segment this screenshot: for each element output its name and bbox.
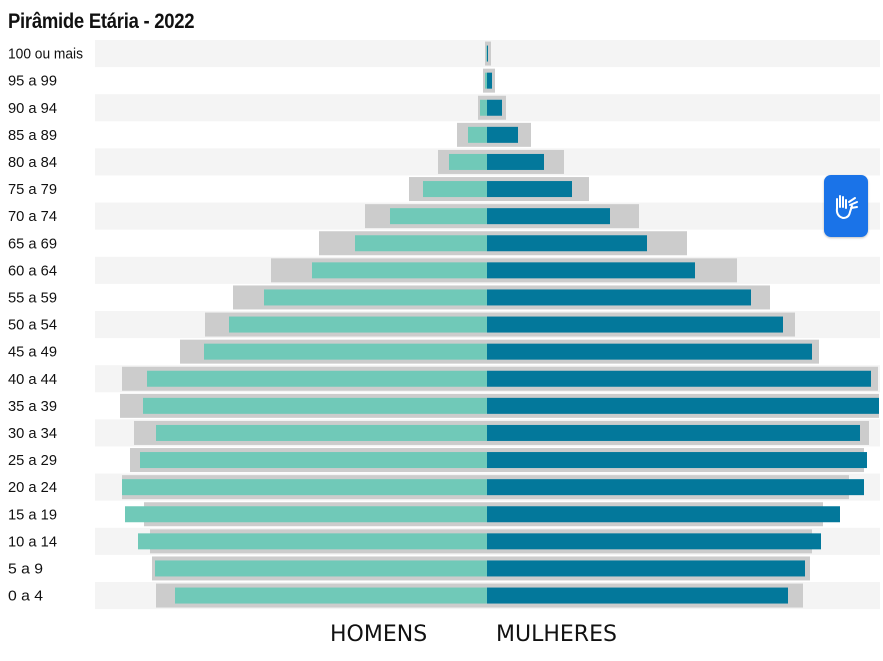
bar-men [355,235,487,252]
age-group-label: 25 a 29 [8,452,57,469]
bar-women [487,560,805,577]
bar-women [487,45,488,62]
bar-women [487,153,544,170]
bar-women [487,181,572,198]
bar-men [229,316,487,333]
age-group-label: 10 a 14 [8,533,57,550]
bar-women [487,452,867,469]
bar-men [122,479,487,496]
bar-men [390,208,487,225]
bar-women [487,126,518,143]
age-group-label: 100 ou mais [8,46,83,63]
age-group-label: 30 a 34 [8,425,57,442]
bar-men [312,262,487,279]
bar-women [487,506,840,523]
women-label: MULHERES [496,622,617,647]
bar-women [487,99,502,116]
reference-bar-right [487,41,491,66]
bar-men [140,452,487,469]
age-group-label: 35 a 39 [8,398,57,415]
age-group-label: 80 a 84 [8,154,57,171]
bar-men [204,343,487,360]
age-group-label: 50 a 54 [8,317,57,334]
chart-title: Pirâmide Etária - 2022 [8,10,195,33]
bar-women [487,397,879,414]
bar-men [449,153,487,170]
bar-men [486,45,487,62]
age-group-label: 15 a 19 [8,506,57,523]
bar-women [487,72,492,89]
bar-men [125,506,487,523]
bar-men [423,181,487,198]
age-group-label: 45 a 49 [8,344,57,361]
bar-women [487,316,783,333]
men-label: HOMENS [330,622,428,647]
age-group-label: 65 a 69 [8,235,57,252]
age-group-label: 75 a 79 [8,181,57,198]
bar-men [147,370,487,387]
bar-men [138,533,487,550]
age-group-label: 40 a 44 [8,371,57,388]
age-group-label: 60 a 64 [8,262,57,279]
reference-bar-left [485,41,487,66]
age-group-label: 70 a 74 [8,208,57,225]
bar-women [487,343,812,360]
bar-men [468,126,487,143]
age-group-label: 55 a 59 [8,289,57,306]
bar-men [156,424,487,441]
bar-men [264,289,487,306]
age-group-label: 20 a 24 [8,479,57,496]
data-bars [122,45,879,604]
age-group-label: 85 a 89 [8,127,57,144]
bar-women [487,479,864,496]
hand-sign-language-icon [835,195,858,219]
bar-women [487,424,860,441]
bar-men [485,72,487,89]
bar-men [155,560,487,577]
bar-men [480,99,487,116]
bar-women [487,370,871,387]
age-group-label: 0 a 4 [8,588,43,605]
age-group-label: 5 a 9 [8,560,43,577]
accessibility-sign-language-button[interactable] [824,175,868,237]
category-labels: 100 ou mais 95 a 99 90 a 94 85 a 89 80 a 84 7… [8,46,83,605]
bar-women [487,235,647,252]
age-group-label: 90 a 94 [8,100,57,117]
age-group-label: 95 a 99 [8,73,57,90]
bar-women [487,208,610,225]
bar-women [487,533,821,550]
bar-men [143,397,487,414]
bar-women [487,587,788,604]
bar-women [487,289,751,306]
bar-women [487,262,695,279]
bar-men [175,587,487,604]
